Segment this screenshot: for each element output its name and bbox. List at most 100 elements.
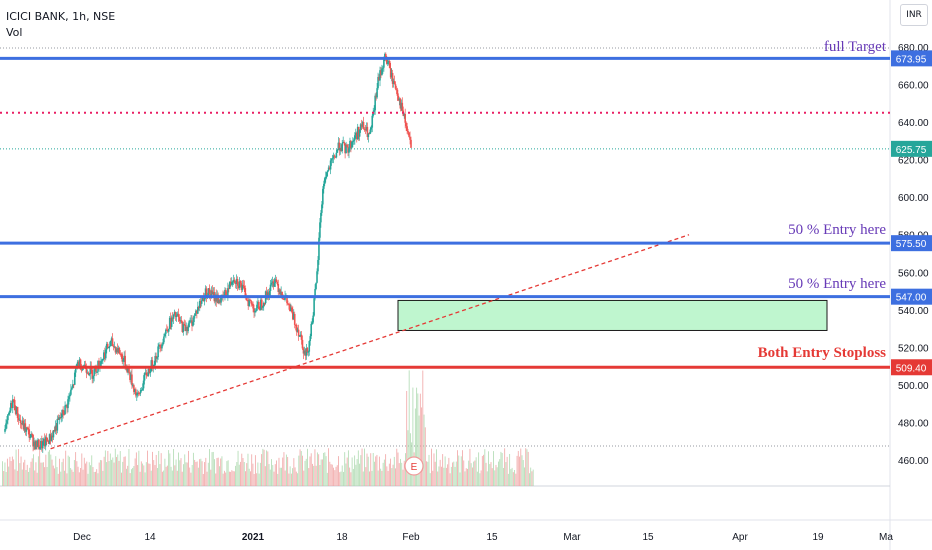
- volume-indicator-label[interactable]: Vol: [6, 26, 23, 39]
- candle-body: [69, 394, 71, 397]
- volume-bar: [345, 463, 347, 486]
- candle-body: [63, 414, 65, 416]
- volume-bar: [173, 448, 175, 486]
- candle-body: [202, 297, 205, 302]
- volume-bar: [328, 448, 330, 486]
- candle-body: [328, 167, 331, 170]
- candle-body: [70, 389, 72, 395]
- candle-body: [313, 298, 315, 316]
- candle-body: [67, 399, 69, 409]
- volume-bar: [264, 466, 266, 486]
- candle-body: [352, 140, 354, 142]
- volume-bar: [180, 458, 182, 486]
- candle-body: [389, 68, 392, 78]
- candle-body: [386, 62, 389, 64]
- candle-body: [42, 438, 45, 442]
- candle-body: [329, 160, 332, 170]
- candle-body: [354, 135, 356, 141]
- volume-bar: [454, 466, 456, 486]
- time-tick-label: Mar: [563, 532, 581, 543]
- volume-bar: [390, 458, 392, 486]
- candle-body: [31, 433, 33, 435]
- volume-bar: [522, 460, 524, 486]
- volume-bar: [75, 452, 77, 486]
- volume-bar: [80, 468, 82, 486]
- candle-body: [39, 447, 41, 449]
- volume-bar: [346, 457, 348, 486]
- candle-body: [409, 136, 411, 140]
- candle-body: [65, 405, 67, 407]
- price-tick-label: 660.00: [898, 81, 929, 92]
- volume-bar: [320, 459, 322, 486]
- candle-body: [224, 289, 226, 297]
- candle-body: [334, 156, 337, 158]
- volume-bar: [137, 465, 139, 486]
- volume-bar: [200, 458, 202, 486]
- candle-body: [254, 311, 256, 313]
- volume-bar: [445, 467, 447, 486]
- candle-body: [248, 299, 250, 306]
- candle-body: [59, 417, 62, 419]
- volume-bar: [393, 456, 395, 486]
- volume-bar: [299, 449, 301, 486]
- candle-body: [50, 435, 53, 441]
- volume-bar: [326, 472, 328, 486]
- candle-body: [263, 303, 266, 305]
- volume-bar: [515, 473, 517, 486]
- candle-body: [408, 132, 410, 137]
- volume-bar: [65, 450, 67, 486]
- candle-body: [160, 346, 162, 349]
- candle-body: [139, 389, 142, 394]
- candle-body: [269, 284, 272, 291]
- candle-body: [187, 326, 189, 332]
- candle-body: [291, 307, 293, 312]
- volume-bar: [516, 455, 518, 486]
- volume-bar: [90, 465, 91, 486]
- volume-bar: [340, 471, 342, 486]
- volume-bar: [132, 467, 134, 486]
- candle-body: [119, 353, 122, 355]
- candle-body: [154, 355, 156, 365]
- candle-body: [170, 317, 173, 327]
- volume-bar: [184, 454, 186, 486]
- candle-body: [93, 369, 95, 376]
- volume-bar: [103, 456, 105, 486]
- candle-body: [390, 72, 393, 78]
- candle-body: [234, 282, 237, 284]
- currency-button[interactable]: INR: [900, 4, 928, 26]
- candle-body: [98, 360, 100, 368]
- volume-bar: [300, 451, 302, 486]
- candle-body: [331, 158, 334, 160]
- volume-bar: [338, 456, 339, 486]
- candle-body: [251, 303, 253, 305]
- candle-body: [102, 359, 104, 361]
- volume-bar: [402, 469, 404, 486]
- volume-bar: [142, 463, 144, 486]
- volume-bar: [469, 448, 471, 486]
- candle-body: [365, 126, 368, 131]
- volume-bar: [511, 467, 513, 486]
- volume-bar: [279, 467, 281, 486]
- volume-bar: [44, 467, 46, 486]
- volume-bar: [257, 462, 259, 486]
- candle-body: [173, 311, 176, 315]
- candle-body: [291, 311, 294, 320]
- volume-bar: [305, 458, 307, 486]
- candle-body: [127, 368, 129, 373]
- candle-body: [10, 403, 12, 411]
- candle-body: [46, 440, 49, 442]
- price-tick-label: 520.00: [898, 343, 929, 354]
- volume-bar: [312, 463, 313, 486]
- volume-bar: [398, 463, 400, 486]
- volume-bar: [150, 470, 152, 486]
- volume-bar: [428, 454, 430, 486]
- volume-bar: [437, 471, 439, 486]
- candle-body: [394, 84, 397, 89]
- candle-body: [169, 317, 172, 327]
- volume-bar: [341, 465, 343, 486]
- volume-bar: [361, 448, 363, 486]
- candle-body: [272, 281, 275, 287]
- volume-bar: [268, 464, 270, 486]
